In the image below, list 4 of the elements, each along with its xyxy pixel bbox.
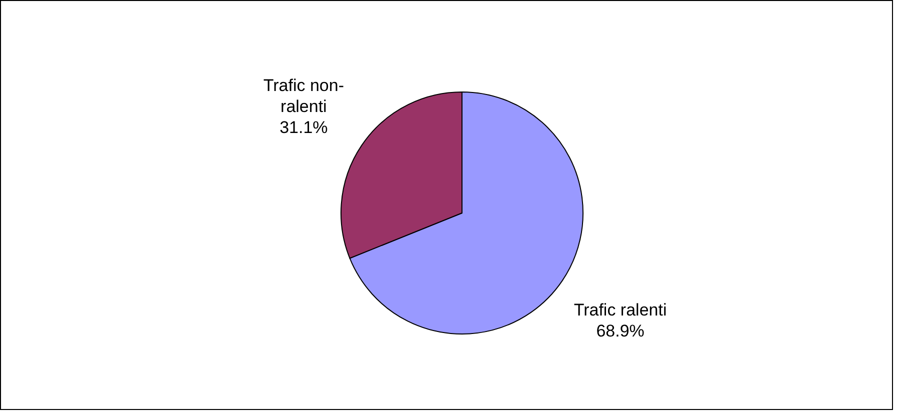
slice-label: Trafic non-ralenti (263, 76, 344, 116)
data-label: 31.1% (280, 118, 328, 137)
data-label: 68.9% (596, 320, 644, 340)
slice-label: Trafic ralenti (574, 300, 667, 319)
